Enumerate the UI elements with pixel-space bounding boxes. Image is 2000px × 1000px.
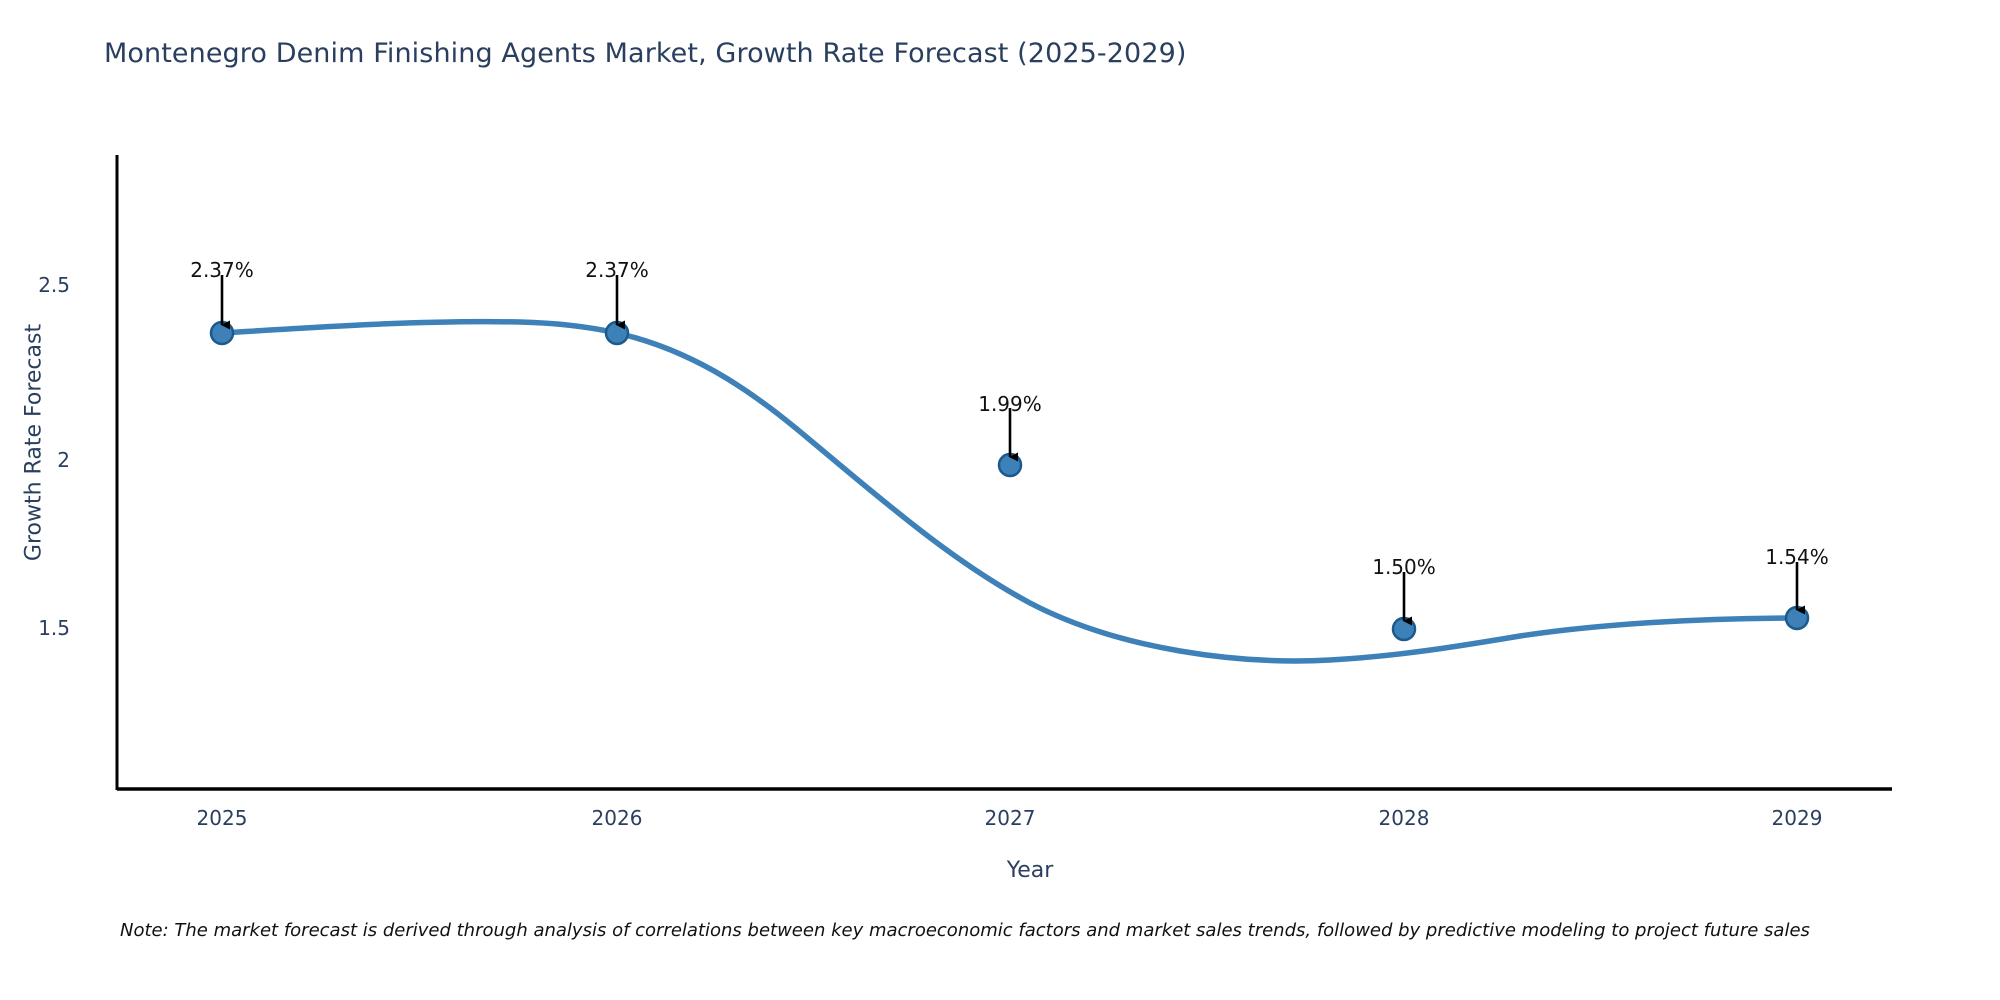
page-title: Montenegro Denim Finishing Agents Market…: [104, 38, 1187, 69]
x-axis-title: Year: [1006, 858, 1054, 883]
data-point-2028[interactable]: [1391, 616, 1417, 642]
y-tick-label-2-5: 2.5: [38, 273, 70, 297]
footnote: Note: The market forecast is derived thr…: [120, 920, 1810, 941]
data-point-2026[interactable]: [604, 320, 630, 346]
x-tick-label-2025: 2025: [196, 806, 248, 830]
data-point-2025[interactable]: [209, 320, 235, 346]
data-line-series: [219, 318, 1800, 664]
y-tick-label-1-5: 1.5: [38, 616, 70, 640]
data-point-2029[interactable]: [1784, 605, 1810, 631]
x-tick-label-2026: 2026: [591, 806, 643, 830]
x-tick-label-2028: 2028: [1378, 806, 1430, 830]
data-point-2027[interactable]: [997, 452, 1023, 478]
x-tick-label-2027: 2027: [984, 806, 1036, 830]
y-tick-label-2: 2: [57, 448, 70, 472]
x-tick-label-2029: 2029: [1771, 806, 1823, 830]
